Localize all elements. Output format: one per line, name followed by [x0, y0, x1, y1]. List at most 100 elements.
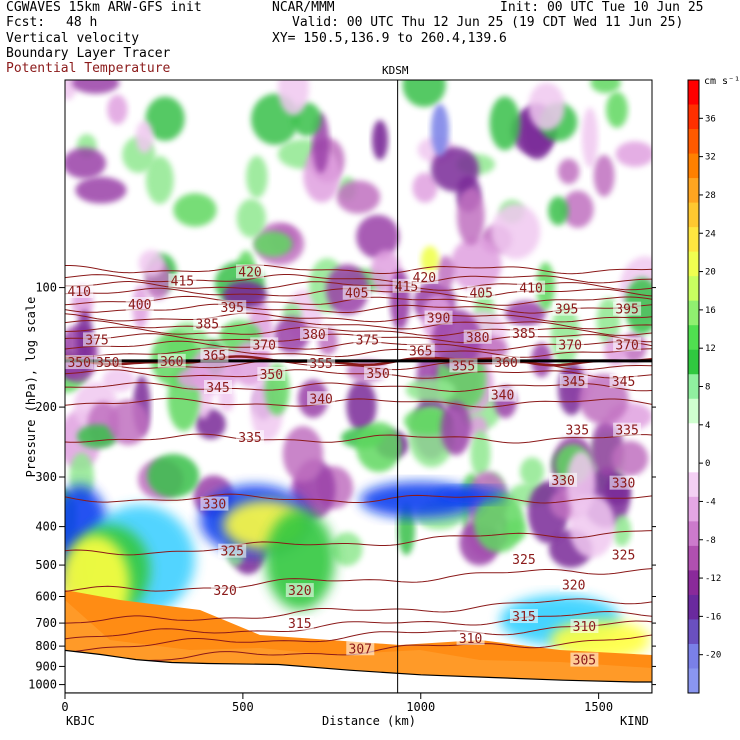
velocity-cell — [108, 399, 149, 446]
y-tick-label: 200 — [35, 400, 57, 414]
contour-label-bg — [467, 285, 496, 300]
velocity-core — [372, 120, 388, 160]
theta-contour — [65, 347, 652, 358]
contour-label-bg — [200, 496, 229, 511]
contour-label-bg — [570, 652, 599, 667]
colorbar-swatch — [688, 178, 699, 204]
velocity-cell — [440, 401, 472, 456]
colorbar-label: -8 — [705, 536, 716, 546]
velocity-cell — [356, 214, 400, 259]
colorbar-swatch — [688, 202, 699, 228]
velocity-cell — [274, 316, 309, 354]
theta-contour — [65, 382, 652, 393]
velocity-cell — [253, 231, 293, 257]
colorbar-swatch — [688, 423, 699, 449]
velocity-cell — [346, 380, 377, 432]
contour-label: 420 — [413, 271, 436, 286]
colorbar-label: -20 — [705, 651, 721, 661]
contour-label: 350 — [366, 367, 389, 382]
velocity-cell — [303, 149, 341, 203]
velocity-cell — [611, 440, 649, 477]
contour-label: 330 — [203, 498, 226, 513]
field-vertical-velocity: Vertical velocity — [6, 31, 140, 46]
velocity-cell — [76, 424, 119, 449]
contour-label-bg — [353, 332, 382, 347]
contour-label-bg — [613, 337, 642, 352]
contour-label-bg — [556, 337, 585, 352]
boundary-layer-cell — [265, 510, 335, 610]
velocity-cell — [246, 155, 268, 199]
x-tick-label: 500 — [232, 700, 254, 714]
forecast-hour: 48 h — [66, 15, 98, 30]
left-station-label: KBJC — [66, 714, 95, 728]
x-axis-label: Distance (km) — [322, 714, 416, 728]
colorbar-swatch — [688, 472, 699, 498]
mid-station-label: KDSM — [382, 64, 409, 77]
velocity-cell — [331, 532, 363, 567]
contour-label: 395 — [615, 303, 638, 318]
contour-label-bg — [609, 475, 638, 490]
contour-label: 365 — [203, 349, 226, 364]
contour-label-bg — [410, 269, 439, 284]
velocity-cell — [282, 426, 324, 482]
colorbar-swatch — [688, 153, 699, 179]
plot-frame — [64, 79, 653, 694]
contour-label: 307 — [349, 642, 372, 657]
contour-label: 340 — [491, 389, 514, 404]
colorbar-label: 28 — [705, 191, 716, 201]
velocity-cell — [412, 172, 438, 203]
velocity-cell — [145, 156, 174, 205]
contour-label: 340 — [309, 392, 332, 407]
y-tick-label: 800 — [35, 639, 57, 653]
velocity-cell — [528, 82, 565, 131]
theta-contour — [65, 598, 652, 624]
contour-label-bg — [609, 374, 638, 389]
contour-label-bg — [211, 583, 240, 598]
velocity-cell — [107, 94, 128, 125]
colorbar-label: -16 — [705, 612, 721, 622]
organization-label: NCAR/MMM — [272, 0, 335, 15]
x-tick-label: 1000 — [406, 700, 435, 714]
velocity-cell — [590, 80, 621, 94]
contour-label: 305 — [573, 654, 596, 669]
theta-contour — [65, 326, 652, 337]
colorbar-label: 8 — [705, 383, 710, 393]
vertical-velocity-field — [65, 80, 652, 575]
contour-label: 415 — [171, 275, 194, 290]
contour-label: 370 — [558, 338, 581, 353]
velocity-core — [431, 104, 449, 156]
contour-label: 405 — [345, 287, 368, 302]
colorbar-swatch — [688, 594, 699, 620]
velocity-cell — [135, 120, 154, 154]
colorbar-label: 32 — [705, 153, 716, 163]
contour-label: 350 — [260, 368, 283, 383]
colorbar-swatch — [688, 300, 699, 326]
contour-label-bg — [517, 280, 546, 295]
contour-label-bg — [200, 348, 229, 363]
theta-contour — [65, 433, 652, 444]
contour-label: 410 — [519, 282, 542, 297]
contour-label-bg — [157, 353, 186, 368]
velocity-cell — [177, 367, 210, 389]
contour-label-bg — [424, 310, 453, 325]
theta-contour — [65, 493, 652, 504]
contour-label: 325 — [220, 545, 243, 560]
velocity-cell — [173, 193, 217, 227]
velocity-cell — [489, 96, 521, 151]
y-tick-label: 100 — [35, 281, 57, 295]
contour-label-bg — [307, 391, 336, 406]
y-tick-label: 300 — [35, 470, 57, 484]
contour-label-bg — [509, 325, 538, 340]
contour-label: 400 — [128, 298, 151, 313]
contour-label: 310 — [573, 620, 596, 635]
colorbar-label: 12 — [705, 344, 716, 354]
contour-label: 360 — [494, 356, 517, 371]
colorbar-label: 36 — [705, 114, 716, 124]
contour-label: 315 — [512, 610, 535, 625]
velocity-cell — [456, 187, 485, 246]
contour-label-bg — [346, 641, 375, 656]
contour-label: 335 — [238, 431, 261, 446]
x-tick-label: 0 — [61, 700, 68, 714]
y-axis-label: Pressure (hPa), log scale — [24, 296, 38, 478]
y-tick-label: 500 — [35, 558, 57, 572]
